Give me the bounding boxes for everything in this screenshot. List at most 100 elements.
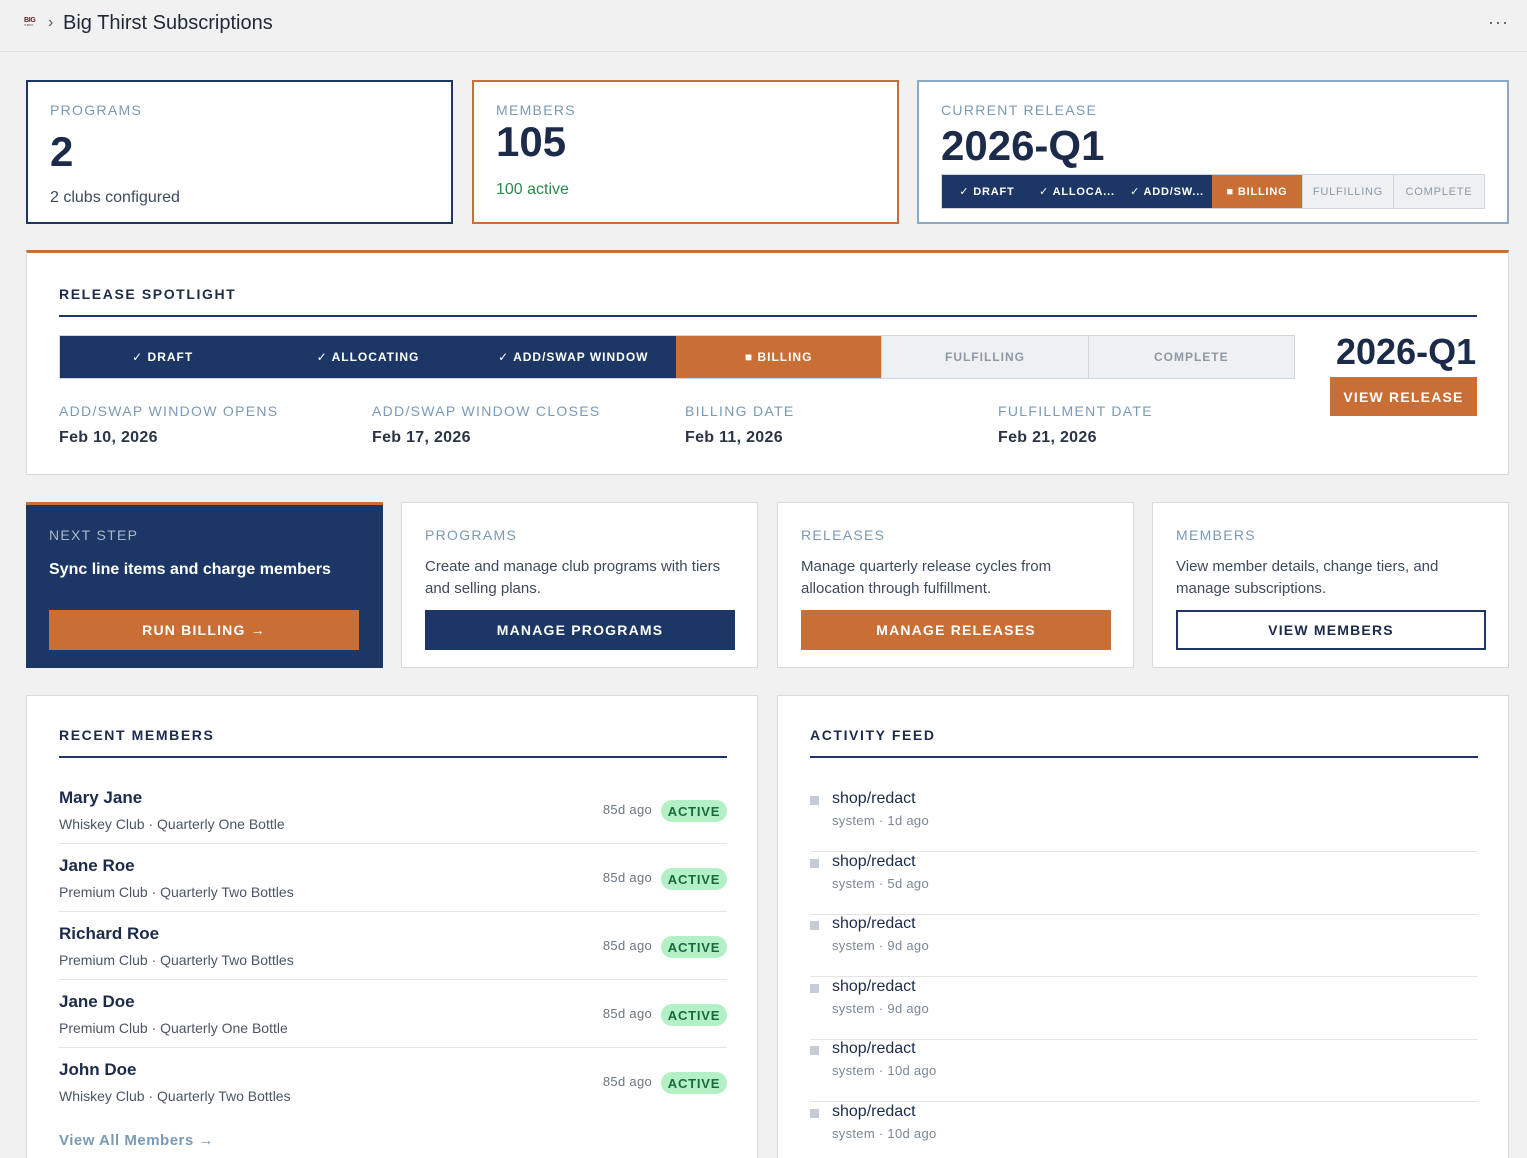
current-release-stat-card: CURRENT RELEASE 2026-Q1 ✓ DRAFT ✓ ALLOCA.… bbox=[917, 80, 1509, 224]
square-bullet-icon bbox=[810, 858, 819, 868]
logo-subtext: THIRST bbox=[24, 23, 34, 27]
member-joined: 85d ago bbox=[602, 1074, 652, 1089]
programs-card-label: PROGRAMS bbox=[425, 527, 518, 543]
release-date-value: Feb 11, 2026 bbox=[685, 429, 783, 446]
activity-text[interactable]: shop/redact bbox=[832, 852, 916, 870]
view-release-button[interactable]: VIEW RELEASE bbox=[1330, 377, 1477, 416]
release-progress-mini: ✓ DRAFT ✓ ALLOCA... ✓ ADD/SW... ■ BILLING FU… bbox=[941, 174, 1485, 209]
recent-members-panel: RECENT MEMBERS Mary Jane Whiskey Club · Q… bbox=[26, 695, 758, 1158]
member-row[interactable]: Jane Doe Premium Club · Quarterly One Bot… bbox=[59, 980, 727, 1048]
next-step-desc: Sync line items and charge members bbox=[49, 561, 331, 578]
current-release-label: CURRENT RELEASE bbox=[941, 102, 1098, 118]
activity-meta: system · 9d ago bbox=[832, 938, 929, 953]
activity-item: shop/redact system · 1d ago bbox=[810, 789, 1478, 852]
mini-step: FULFILLING bbox=[1302, 175, 1393, 208]
activity-text[interactable]: shop/redact bbox=[832, 1102, 916, 1120]
programs-stat-card: PROGRAMS 2 2 clubs configured bbox=[26, 80, 453, 224]
member-club: Whiskey Club · Quarterly Two Bottles bbox=[59, 1088, 291, 1104]
mini-step: ✓ ALLOCA... bbox=[1032, 175, 1122, 208]
next-step-label: NEXT STEP bbox=[49, 527, 139, 543]
mini-step: ■ BILLING bbox=[1212, 175, 1302, 208]
member-row[interactable]: Mary Jane Whiskey Club · Quarterly One Bo… bbox=[59, 776, 727, 844]
releases-card: RELEASES Manage quarterly release cycles… bbox=[777, 502, 1134, 668]
member-name[interactable]: Richard Roe bbox=[59, 924, 160, 943]
activity-item: shop/redact system · 10d ago bbox=[810, 1102, 1478, 1158]
member-row[interactable]: Richard Roe Premium Club · Quarterly Two … bbox=[59, 912, 727, 980]
member-joined: 85d ago bbox=[602, 938, 652, 953]
release-date-item: ADD/SWAP WINDOW OPENS Feb 10, 2026 bbox=[59, 403, 372, 447]
programs-card: PROGRAMS Create and manage club programs… bbox=[401, 502, 758, 668]
release-date-label: ADD/SWAP WINDOW CLOSES bbox=[372, 403, 601, 419]
activity-meta: system · 5d ago bbox=[832, 875, 929, 891]
activity-text[interactable]: shop/redact bbox=[832, 915, 916, 932]
releases-card-desc: Manage quarterly release cycles from all… bbox=[801, 558, 1052, 597]
status-badge: ACTIVE bbox=[661, 936, 727, 958]
release-step: ✓ ALLOCATING bbox=[265, 336, 471, 378]
members-active: 100 active bbox=[496, 181, 569, 198]
release-date-item: ADD/SWAP WINDOW CLOSES Feb 17, 2026 bbox=[372, 403, 685, 447]
activity-item: shop/redact system · 10d ago bbox=[810, 1039, 1478, 1102]
member-name[interactable]: Mary Jane bbox=[59, 788, 143, 807]
members-card-label: MEMBERS bbox=[1176, 527, 1256, 543]
activity-meta: system · 1d ago bbox=[832, 813, 929, 828]
brand-logo[interactable]: BIG THIRST bbox=[24, 17, 40, 31]
activity-text[interactable]: shop/redact bbox=[832, 977, 916, 995]
square-bullet-icon bbox=[810, 1046, 819, 1055]
member-club: Premium Club · Quarterly Two Bottles bbox=[59, 952, 294, 968]
release-date-label: ADD/SWAP WINDOW OPENS bbox=[59, 403, 279, 419]
activity-item: shop/redact system · 5d ago bbox=[810, 852, 1478, 915]
activity-feed-title: ACTIVITY FEED bbox=[810, 727, 936, 743]
member-joined: 85d ago bbox=[602, 870, 652, 885]
member-name[interactable]: John Doe bbox=[59, 1060, 137, 1079]
logo-text: BIG bbox=[24, 17, 36, 24]
activity-meta: system · 10d ago bbox=[832, 1063, 937, 1078]
view-all-members-link[interactable]: View All Members → bbox=[59, 1132, 214, 1149]
activity-meta: system · 9d ago bbox=[832, 1000, 929, 1016]
square-bullet-icon bbox=[810, 921, 819, 930]
members-stat-card: MEMBERS 105 100 active bbox=[472, 80, 899, 224]
members-count: 105 bbox=[496, 118, 567, 165]
member-name[interactable]: Jane Doe bbox=[59, 992, 135, 1011]
activity-feed-panel: ACTIVITY FEED shop/redact system · 1d ago… bbox=[777, 695, 1509, 1158]
activity-meta: system · 10d ago bbox=[832, 1125, 937, 1141]
release-date-value: Feb 21, 2026 bbox=[998, 429, 1097, 446]
programs-card-desc: Create and manage club programs with tie… bbox=[425, 558, 721, 597]
manage-programs-button[interactable]: MANAGE PROGRAMS bbox=[425, 610, 735, 650]
release-step: ✓ DRAFT bbox=[60, 336, 266, 378]
releases-card-label: RELEASES bbox=[801, 527, 886, 543]
mini-step: ✓ ADD/SW... bbox=[1122, 175, 1212, 208]
member-club: Premium Club · Quarterly One Bottle bbox=[59, 1020, 288, 1036]
manage-releases-button[interactable]: MANAGE RELEASES bbox=[801, 610, 1111, 650]
release-date-item: BILLING DATE Feb 11, 2026 bbox=[685, 403, 998, 447]
members-card: MEMBERS View member details, change tier… bbox=[1152, 502, 1509, 668]
member-name[interactable]: Jane Roe bbox=[59, 856, 135, 875]
release-date-value: Feb 17, 2026 bbox=[372, 429, 471, 446]
members-stat-label: MEMBERS bbox=[496, 102, 576, 118]
activity-feed-divider bbox=[810, 756, 1478, 758]
release-spotlight: RELEASE SPOTLIGHT ✓ DRAFT ✓ ALLOCATING ✓ A… bbox=[26, 250, 1509, 475]
member-joined: 85d ago bbox=[602, 802, 652, 817]
page-title: Big Thirst Subscriptions bbox=[63, 12, 273, 34]
members-card-desc: View member details, change tiers, and m… bbox=[1176, 558, 1439, 597]
release-step: FULFILLING bbox=[881, 336, 1088, 378]
release-step: ✓ ADD/SWAP WINDOW bbox=[470, 336, 676, 378]
view-members-button[interactable]: VIEW MEMBERS bbox=[1176, 610, 1486, 650]
activity-item: shop/redact system · 9d ago bbox=[810, 977, 1478, 1040]
current-release-value: 2026-Q1 bbox=[941, 122, 1105, 169]
run-billing-button[interactable]: RUN BILLING → bbox=[49, 610, 359, 650]
member-row[interactable]: John Doe Whiskey Club · Quarterly Two Bot… bbox=[59, 1048, 727, 1116]
member-row[interactable]: Jane Roe Premium Club · Quarterly Two Bot… bbox=[59, 844, 727, 912]
mini-step: COMPLETE bbox=[1393, 175, 1484, 208]
breadcrumb-chevron-icon: › bbox=[48, 14, 54, 31]
release-date-label: FULFILLMENT DATE bbox=[998, 403, 1153, 419]
mini-step: ✓ DRAFT bbox=[942, 175, 1032, 208]
more-options-icon[interactable]: ··· bbox=[1488, 12, 1509, 32]
status-badge: ACTIVE bbox=[661, 1004, 727, 1026]
spotlight-divider bbox=[59, 315, 1477, 317]
programs-stat-label: PROGRAMS bbox=[50, 102, 143, 118]
release-step: ■ BILLING bbox=[675, 336, 882, 378]
activity-text[interactable]: shop/redact bbox=[832, 1040, 916, 1057]
activity-text[interactable]: shop/redact bbox=[832, 790, 916, 807]
release-date-label: BILLING DATE bbox=[685, 403, 795, 419]
programs-sub: 2 clubs configured bbox=[50, 189, 180, 206]
